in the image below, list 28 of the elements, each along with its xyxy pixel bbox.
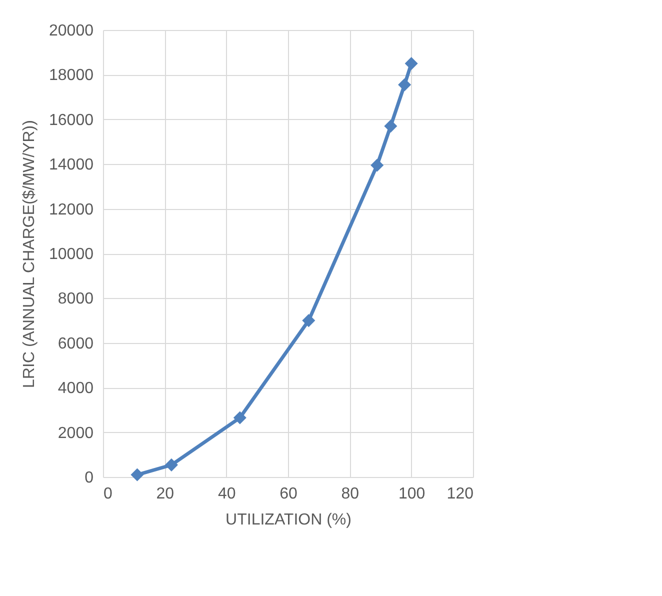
x-tick-label: 0 [104, 486, 112, 502]
x-tick-label: 100 [398, 486, 426, 502]
point [370, 158, 384, 172]
point [130, 468, 144, 482]
point [404, 57, 418, 70]
y-tick-label: 8000 [58, 290, 94, 308]
y-tick-label: 4000 [58, 380, 94, 398]
x-tick-label: 40 [218, 486, 236, 502]
y-axis-title: LRIC (ANNUAL CHARGE($/MW/YR)) [21, 120, 38, 388]
point [302, 314, 316, 328]
x-tick-label: 20 [156, 486, 174, 502]
y-tick-label: 18000 [49, 67, 94, 84]
point [384, 120, 398, 133]
y-tick-label: 16000 [49, 112, 94, 129]
y-tick-label: 20000 [49, 22, 94, 40]
x-tick-label: 60 [280, 486, 298, 502]
y-tick-label: 10000 [49, 246, 94, 263]
y-tick-label: 6000 [58, 335, 94, 352]
x-axis-title: UTILIZATION (%) [226, 512, 352, 528]
point [398, 78, 412, 92]
x-tick-label: 80 [341, 486, 360, 502]
y-tick-label: 14000 [49, 156, 94, 174]
point [233, 411, 246, 424]
y-tick-label: 0 [84, 470, 94, 486]
y-tick-label: 12000 [49, 201, 94, 218]
y-tick-label: 2000 [58, 424, 94, 442]
x-tick-label: 120 [446, 486, 474, 502]
point [164, 458, 178, 472]
